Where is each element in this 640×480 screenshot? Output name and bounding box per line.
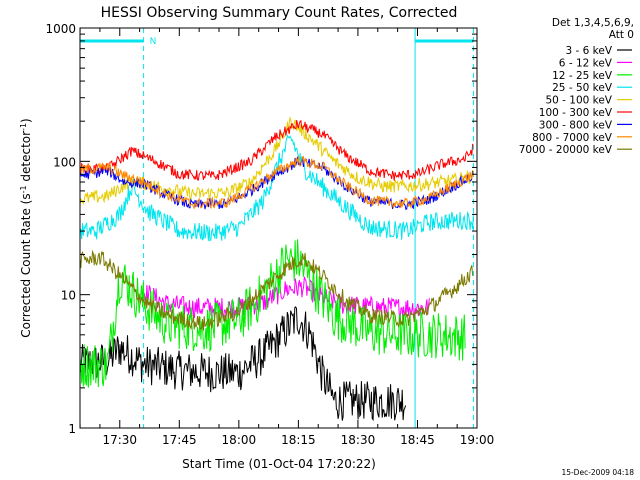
- y-tick-label-3: 1000: [45, 22, 76, 36]
- x-tick-label-0: 17:30: [102, 433, 137, 447]
- chart-title: HESSI Observing Summary Count Rates, Cor…: [101, 5, 458, 21]
- y-axis-label: Corrected Count Rate (s-1 detector-1): [19, 118, 33, 337]
- footer-timestamp: 15-Dec-2009 04:18: [561, 468, 634, 477]
- legend-label-7: 800 - 7000 keV: [532, 132, 613, 144]
- y-tick-label-2: 100: [53, 155, 76, 169]
- x-tick-label-3: 18:15: [281, 433, 316, 447]
- x-tick-label-6: 19:00: [460, 433, 495, 447]
- series-line-7: [79, 155, 474, 210]
- series-line-2: [79, 239, 466, 388]
- legend-label-5: 100 - 300 keV: [539, 107, 613, 119]
- y-tick-label-1: 10: [61, 289, 76, 303]
- legend-label-0: 3 - 6 keV: [565, 45, 612, 57]
- series-line-4: [79, 115, 474, 206]
- series-line-1: [143, 276, 430, 319]
- legend-label-6: 300 - 800 keV: [539, 119, 613, 131]
- series-line-8: [79, 249, 474, 331]
- night-marker-label: N: [150, 37, 157, 47]
- legend-label-1: 6 - 12 keV: [559, 57, 613, 69]
- legend-label-3: 25 - 50 keV: [552, 82, 613, 94]
- legend-label-8: 7000 - 20000 keV: [519, 144, 613, 156]
- x-tick-label-5: 18:45: [400, 433, 435, 447]
- legend-header-line-2: Att 0: [609, 29, 634, 41]
- x-tick-label-1: 17:45: [162, 433, 197, 447]
- series-line-5: [79, 120, 474, 181]
- series-line-3: [79, 134, 474, 242]
- x-axis-label: Start Time (01-Oct-04 17:20:22): [182, 457, 376, 471]
- legend-label-2: 12 - 25 keV: [552, 70, 613, 82]
- plot-frame: [79, 27, 478, 429]
- series-line-0: [79, 306, 407, 422]
- x-tick-label-4: 18:30: [341, 433, 376, 447]
- legend-label-4: 50 - 100 keV: [545, 95, 612, 107]
- x-tick-label-2: 18:00: [222, 433, 257, 447]
- legend-header-line-1: Det 1,3,4,5,6,9,: [552, 17, 634, 29]
- y-tick-label-0: 1: [68, 422, 76, 436]
